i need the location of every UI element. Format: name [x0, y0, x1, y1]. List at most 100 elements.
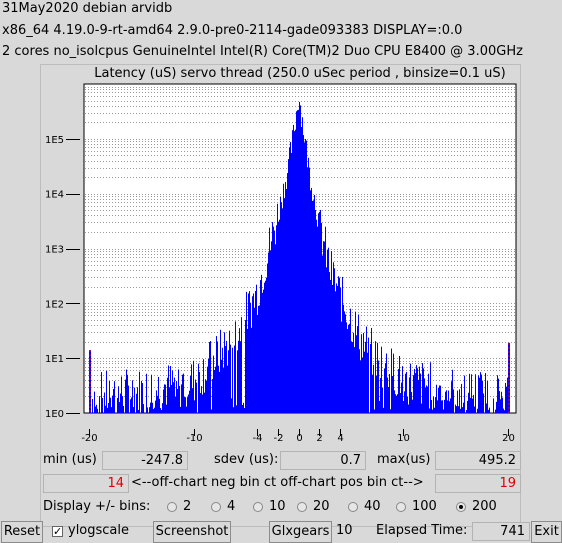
- histogram-bar: [343, 304, 344, 413]
- screenshot-button[interactable]: Screenshot: [153, 521, 231, 543]
- pos-bin-count: 19: [435, 474, 521, 493]
- histogram-bar: [313, 200, 314, 413]
- histogram-bar: [419, 366, 420, 413]
- x-tick-label: -2: [274, 433, 284, 444]
- histogram-bar: [501, 391, 502, 413]
- histogram-bar: [411, 391, 412, 413]
- histogram-bar: [311, 187, 312, 413]
- histogram-bar: [170, 366, 171, 413]
- histogram-bar: [477, 408, 478, 413]
- histogram-bar: [362, 357, 363, 413]
- bins-radio-4[interactable]: [211, 502, 221, 512]
- histogram-bar: [297, 110, 298, 413]
- histogram-bar: [308, 157, 309, 413]
- histogram-bar: [110, 397, 111, 413]
- bins-radio-20[interactable]: [297, 502, 307, 512]
- histogram-bar: [252, 296, 253, 413]
- offchart-bar: [89, 350, 91, 413]
- histogram-bar: [347, 329, 348, 413]
- histogram-bar: [345, 314, 346, 413]
- histogram-bar: [104, 392, 105, 413]
- histogram-bar: [160, 408, 161, 413]
- histogram-bar: [397, 394, 398, 413]
- histogram-bar: [499, 391, 500, 413]
- histogram-bar: [114, 381, 115, 413]
- histogram-bar: [324, 241, 325, 413]
- elapsed-value: 741: [472, 522, 530, 541]
- histogram-bar: [414, 368, 415, 413]
- histogram-bar: [119, 402, 120, 413]
- histogram-bar: [467, 400, 468, 413]
- histogram-bar: [232, 347, 233, 413]
- histogram-bar: [366, 326, 367, 413]
- bins-radio-label: 20: [313, 499, 330, 514]
- histogram-bar: [259, 305, 260, 413]
- histogram-bar: [447, 400, 448, 413]
- checkmark-icon: ✓: [53, 525, 63, 538]
- histogram-bar: [410, 363, 411, 413]
- histogram-bar: [495, 409, 496, 413]
- histogram-bar: [177, 388, 178, 413]
- histogram-bar: [319, 211, 320, 413]
- histogram-bar: [165, 384, 166, 413]
- histogram-bar: [288, 159, 289, 413]
- bins-radio-2[interactable]: [167, 502, 177, 512]
- histogram-bar: [427, 386, 428, 413]
- x-tick-label: 4: [337, 433, 343, 444]
- histogram-bar: [102, 397, 103, 413]
- bins-radio-10[interactable]: [253, 502, 263, 512]
- histogram-bar: [204, 392, 205, 413]
- histogram-bar: [433, 396, 434, 413]
- bins-radio-200[interactable]: [456, 502, 466, 512]
- histogram-bar: [251, 327, 252, 413]
- histogram-bar: [322, 255, 323, 413]
- histogram-bar: [233, 407, 234, 413]
- histogram-bar: [155, 400, 156, 413]
- y-tick-label: 1E0: [45, 409, 64, 420]
- histogram-bar: [266, 277, 267, 413]
- histogram-bar: [269, 227, 270, 413]
- histogram-bar: [221, 359, 222, 413]
- histogram-bar: [480, 372, 481, 413]
- histogram-bar: [96, 404, 97, 413]
- histogram-bar: [390, 409, 391, 413]
- bins-radio-label: 2: [183, 499, 192, 514]
- histogram-bar: [107, 407, 108, 413]
- histogram-bar: [372, 374, 373, 413]
- histogram-bar: [277, 203, 278, 413]
- histogram-bar: [268, 252, 269, 413]
- histogram-bar: [500, 399, 501, 413]
- y-tick-label: 1E4: [45, 190, 64, 201]
- histogram-bar: [260, 280, 261, 413]
- histogram-bar: [118, 386, 119, 413]
- histogram-bar: [462, 407, 463, 413]
- histogram-bar: [240, 341, 241, 413]
- histogram-bar: [113, 388, 114, 413]
- histogram-bar: [504, 410, 505, 413]
- histogram-bar: [337, 285, 338, 413]
- histogram-bar: [211, 409, 212, 413]
- histogram-bar: [234, 345, 235, 413]
- ylogscale-checkbox[interactable]: ✓: [52, 526, 63, 537]
- bins-radio-100[interactable]: [396, 502, 406, 512]
- histogram-bar: [257, 314, 258, 413]
- histogram-bar: [128, 385, 129, 413]
- histogram-bar: [451, 381, 452, 413]
- reset-button[interactable]: Reset: [1, 521, 43, 543]
- histogram-bar: [332, 284, 333, 413]
- exit-button[interactable]: Exit: [531, 521, 562, 543]
- histogram-bar: [418, 379, 419, 413]
- histogram-bar: [325, 226, 326, 413]
- histogram-bar: [201, 386, 202, 413]
- bins-radio-40[interactable]: [348, 502, 358, 512]
- histogram-bar: [483, 393, 484, 413]
- histogram-bar: [207, 366, 208, 413]
- histogram-bar: [189, 390, 190, 413]
- histogram-bar: [222, 347, 223, 413]
- glxgears-button[interactable]: Glxgears: [269, 521, 332, 543]
- bins-radio-label: 100: [412, 499, 437, 514]
- histogram-bar: [245, 319, 246, 413]
- offchart-bar: [508, 342, 510, 413]
- histogram-bar: [448, 390, 449, 413]
- histogram-bar: [503, 408, 504, 413]
